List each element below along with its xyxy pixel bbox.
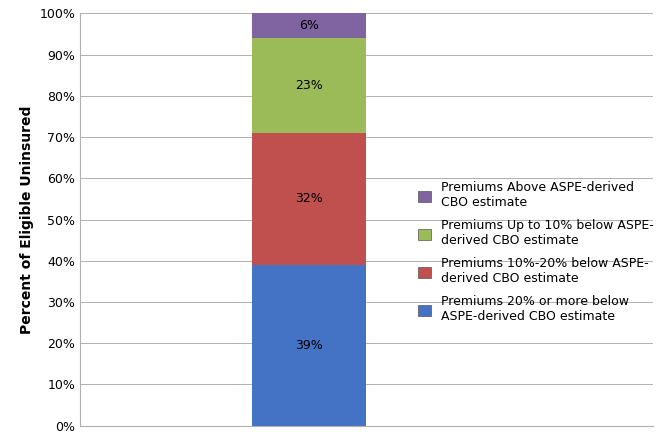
Bar [252, 133, 366, 265]
Text: 39%: 39% [295, 339, 323, 352]
Bar [252, 265, 366, 426]
Bar [252, 38, 366, 133]
Text: 6%: 6% [299, 19, 319, 32]
Legend: Premiums Above ASPE-derived
CBO estimate, Premiums Up to 10% below ASPE-
derived: Premiums Above ASPE-derived CBO estimate… [418, 181, 653, 323]
Text: 32%: 32% [295, 192, 323, 206]
Y-axis label: Percent of Eligible Uninsured: Percent of Eligible Uninsured [19, 105, 33, 334]
Text: 23%: 23% [295, 79, 323, 92]
Bar [252, 13, 366, 38]
